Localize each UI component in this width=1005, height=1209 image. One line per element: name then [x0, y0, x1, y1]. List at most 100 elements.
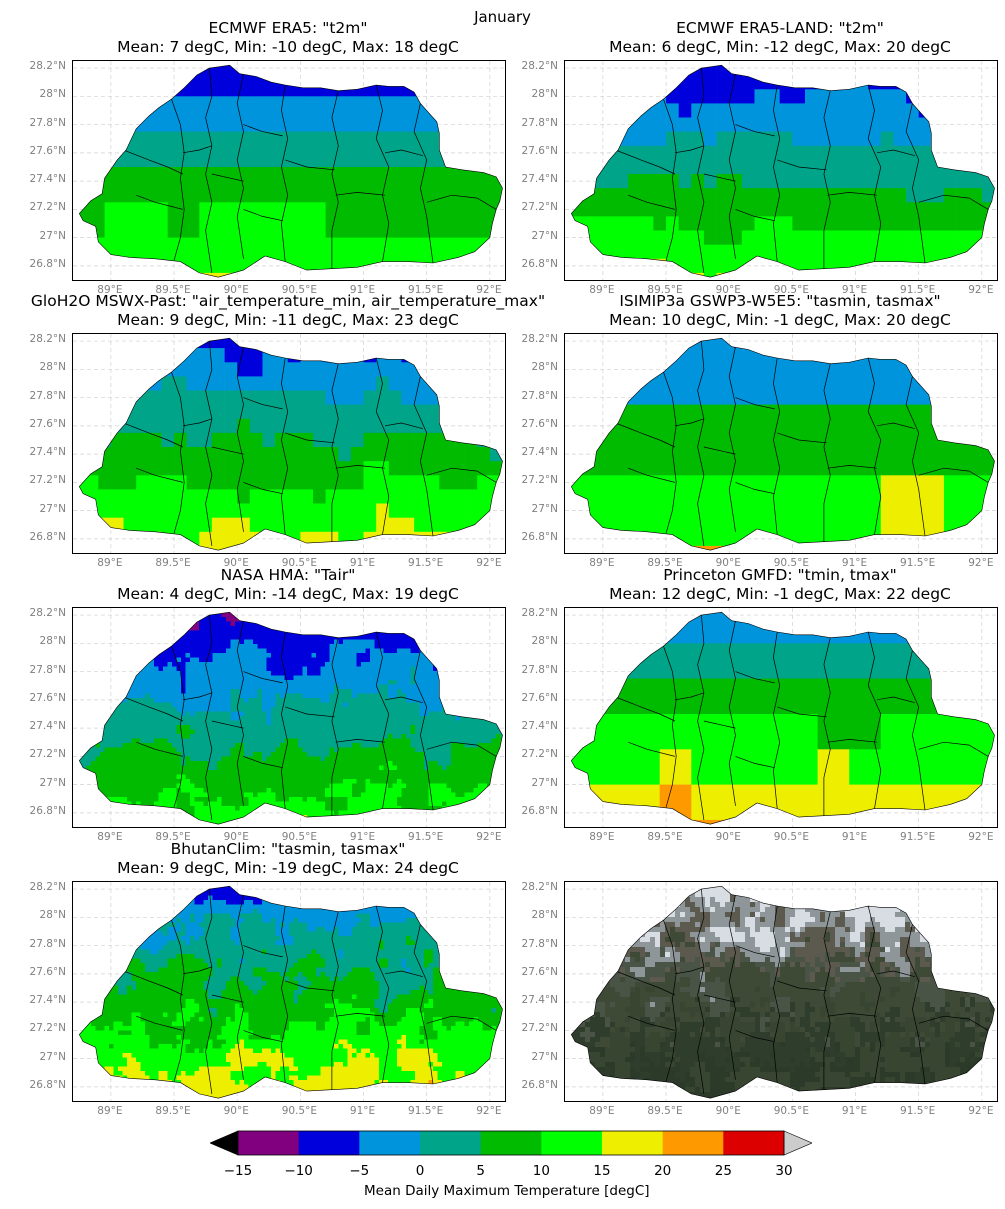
grid-cell: [433, 693, 438, 699]
grid-cell: [602, 188, 616, 203]
grid-cell: [158, 738, 164, 744]
grid-cell: [392, 761, 398, 766]
grid-cell: [163, 707, 168, 712]
grid-cell: [280, 680, 285, 685]
grid-cell: [741, 131, 755, 147]
grid-cell: [419, 734, 425, 739]
grid-cell: [640, 117, 654, 132]
grid-cell: [257, 743, 263, 748]
grid-cell: [473, 644, 479, 649]
grid-cell: [880, 230, 894, 245]
grid-cell: [500, 626, 503, 631]
grid-cell: [361, 666, 366, 672]
grid-cell: [85, 475, 99, 490]
grid-cell: [469, 698, 474, 703]
grid-cell: [388, 684, 393, 690]
grid-cell: [154, 657, 159, 663]
grid-cell: [433, 635, 438, 640]
grid-cell: [350, 390, 364, 405]
grid-cell: [289, 729, 294, 735]
grid-cell: [419, 680, 425, 685]
grid-cell: [212, 738, 218, 744]
grid-cell: [451, 752, 456, 757]
grid-cell: [149, 671, 155, 676]
grid-cell: [307, 639, 312, 645]
grid-cell: [217, 630, 222, 636]
grid-cell: [145, 734, 150, 739]
grid-cell: [167, 635, 173, 640]
grid-cell: [257, 680, 263, 685]
grid-cell: [140, 765, 146, 771]
grid-cell: [370, 666, 375, 672]
grid-cell: [352, 626, 357, 631]
grid-cell: [230, 202, 263, 238]
grid-cell: [338, 756, 344, 762]
grid-cell: [320, 666, 326, 672]
grid-cell: [176, 680, 182, 685]
grid-cell: [287, 404, 301, 420]
grid-cell: [244, 684, 249, 690]
grid-cell: [266, 671, 272, 676]
grid-cell: [208, 689, 213, 694]
grid-cell: [691, 272, 705, 278]
grid-cell: [906, 230, 920, 245]
grid-cell: [918, 145, 932, 161]
grid-cell: [464, 666, 470, 672]
grid-cell: [244, 612, 249, 613]
grid-cell: [361, 725, 366, 730]
grid-cell: [293, 720, 299, 726]
grid-cell: [325, 644, 330, 649]
grid-cell: [410, 765, 416, 771]
grid-cell: [275, 707, 281, 712]
grid-cell: [397, 671, 402, 676]
grid-cell: [239, 612, 245, 613]
grid-cell: [496, 675, 501, 681]
grid-cell: [464, 698, 470, 703]
grid-cell: [158, 725, 164, 730]
grid-cell: [469, 635, 474, 640]
grid-cell: [469, 626, 474, 631]
grid-cell: [442, 693, 447, 699]
grid-cell: [253, 671, 258, 676]
grid-cell: [424, 756, 429, 762]
grid-cell: [316, 756, 321, 762]
grid-cell: [356, 621, 362, 627]
grid-cell: [343, 612, 348, 613]
grid-cell: [149, 698, 155, 703]
grid-cell: [289, 657, 294, 663]
grid-cell: [334, 747, 339, 753]
grid-cell: [163, 626, 168, 631]
grid-cell: [356, 626, 362, 631]
grid-cell: [158, 765, 164, 771]
grid-cell: [79, 702, 83, 708]
lat-tick-label: 26.8°N: [29, 530, 66, 543]
grid-cell: [415, 689, 420, 694]
grid-cell: [109, 626, 114, 631]
grid-cell: [830, 145, 844, 161]
grid-cell: [401, 725, 407, 730]
grid-cell: [347, 639, 353, 645]
grid-cell: [451, 404, 465, 420]
grid-cell: [577, 131, 591, 147]
grid-cell: [347, 725, 353, 730]
district-boundary: [827, 465, 878, 469]
grid-cell: [82, 612, 87, 613]
grid-cell: [334, 671, 339, 676]
grid-cell: [248, 729, 254, 735]
grid-cell: [943, 545, 995, 551]
grid-cell: [352, 617, 357, 622]
grid-cell: [122, 662, 128, 667]
grid-cell: [271, 716, 276, 721]
grid-cell: [388, 680, 393, 685]
grid-cell: [334, 666, 339, 672]
grid-cell: [293, 639, 299, 645]
grid-cell: [190, 657, 195, 663]
grid-cell: [181, 720, 186, 726]
grid-cell: [293, 675, 299, 681]
grid-cell: [363, 489, 377, 504]
grid-cell: [217, 716, 222, 721]
lat-tick-label: 27.2°N: [521, 201, 558, 214]
grid-cell: [248, 662, 254, 667]
grid-cell: [140, 684, 146, 690]
grid-cell: [325, 348, 339, 363]
